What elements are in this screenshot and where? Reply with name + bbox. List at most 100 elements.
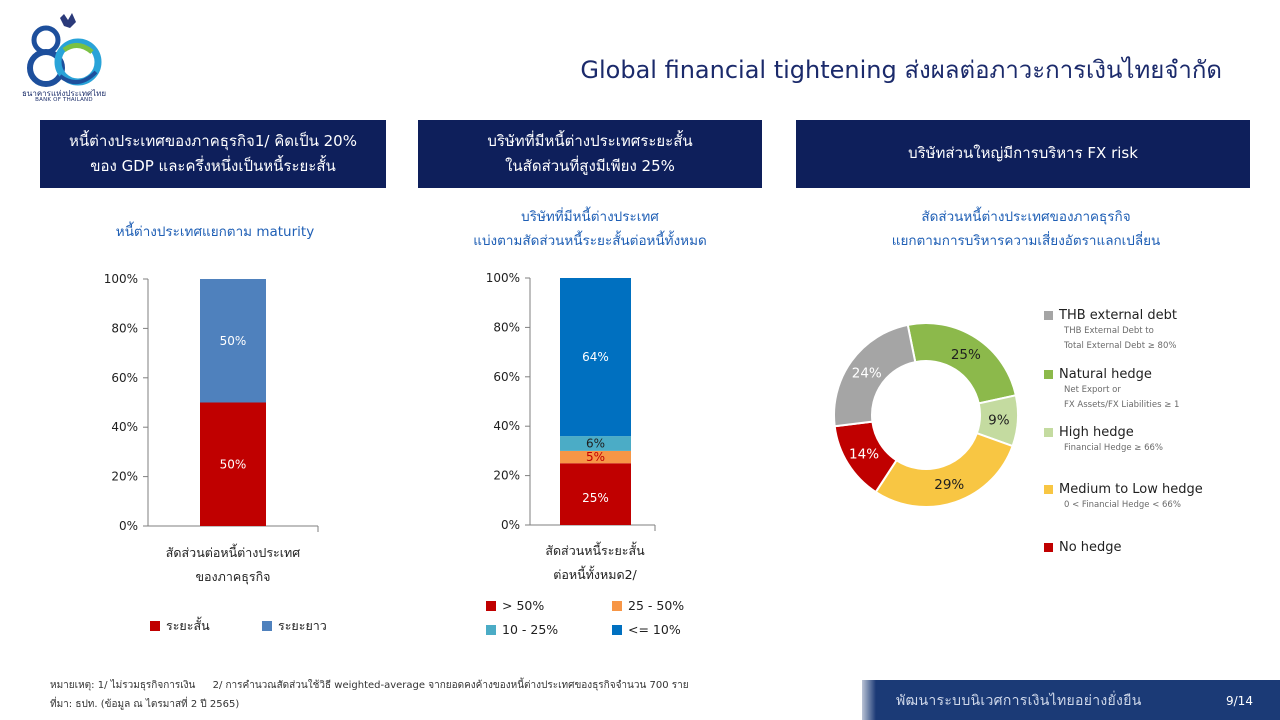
legend-item-le10: <= 10%	[612, 622, 681, 637]
donut-data-label: 25%	[951, 347, 981, 363]
chart1-subtitle: หนี้ต่างประเทศแยกตาม maturity	[60, 220, 370, 244]
bar-segment	[200, 279, 266, 403]
chart1-subtitle-line1: หนี้ต่างประเทศแยกตาม maturity	[115, 224, 315, 240]
chart2-subtitle-line2: แบ่งตามสัดส่วนหนี้ระยะสั้นต่อหนี้ทั้งหมด	[473, 233, 707, 250]
panel3-header: บริษัทส่วนใหญ่มีการบริหาร FX risk	[796, 120, 1250, 188]
logo-text-en: BANK OF THAILAND	[35, 97, 93, 104]
footer-slogan: พัฒนาระบบนิเวศการเงินไทยอย่างยั่งยืน	[896, 693, 1142, 709]
footnote: หมายเหตุ: 1/ ไม่รวมธุรกิจการเงิน 2/ การค…	[50, 676, 703, 714]
chart1-x-label-line2: ของภาคธุรกิจ	[195, 569, 270, 585]
fx-hedge-donut-chart: 25% 9% 29% 14% 24%	[833, 322, 1019, 508]
legend-label: Natural hedge	[1059, 367, 1152, 382]
legend-label: <= 10%	[628, 622, 681, 637]
legend-swatch	[1044, 543, 1053, 552]
legend-item-short-term: ระยะสั้น	[150, 616, 210, 636]
bar-data-label: 25%	[582, 491, 609, 505]
legend-label: 10 - 25%	[502, 622, 559, 637]
panel2-header-line1: บริษัทที่มีหนี้ต่างประเทศระยะสั้น	[487, 131, 693, 150]
legend-swatch	[150, 621, 160, 631]
legend-item-thb-external-debt: THB external debt THB External Debt to T…	[1044, 308, 1177, 354]
bar-data-label: 64%	[582, 350, 609, 364]
panel3-header-line1: บริษัทส่วนใหญ่มีการบริหาร FX risk	[908, 144, 1138, 163]
short-term-share-bar-chart: 0% 20% 40% 60% 80% 100% 25% 5%6% 64% สัดส่วนหนี…	[486, 271, 656, 582]
legend-swatch	[612, 624, 622, 635]
legend-swatch	[486, 600, 496, 611]
chart3-subtitle: สัดส่วนหนี้ต่างประเทศของภาคธุรกิจ แยกตาม…	[796, 205, 1256, 254]
legend-note: FX Assets/FX Liabilities ≥ 1	[1064, 399, 1180, 410]
y-tick-label: 100%	[104, 272, 138, 286]
page-title: Global financial tightening ส่งผลต่อภาวะ…	[580, 56, 1222, 84]
legend-item-medium-low-hedge: Medium to Low hedge 0 < Financial Hedge …	[1044, 482, 1203, 514]
legend-item-natural-hedge: Natural hedge Net Export or FX Assets/FX…	[1044, 367, 1179, 413]
legend-label: ระยะยาว	[278, 618, 327, 633]
footnote-note1: หมายเหตุ: 1/ ไม่รวมธุรกิจการเงิน	[50, 680, 196, 691]
legend-label: High hedge	[1059, 425, 1134, 440]
y-tick-label: 0%	[119, 519, 138, 533]
y-tick-label: 20%	[493, 469, 520, 483]
chart1-x-label-line1: สัดส่วนต่อหนี้ต่างประเทศ	[166, 543, 300, 560]
donut-slice	[874, 431, 1014, 508]
chart2-x-label-line2: ต่อหนี้ทั้งหมด2/	[553, 565, 637, 582]
legend-label: ระยะสั้น	[166, 618, 210, 633]
donut-data-label: 9%	[988, 413, 1010, 429]
donut-slice	[906, 322, 1018, 405]
y-tick-label: 100%	[486, 271, 520, 285]
legend-swatch	[1044, 311, 1053, 320]
y-tick-label: 80%	[493, 320, 520, 334]
legend-note: 0 < Financial Hedge < 66%	[1064, 500, 1181, 510]
legend-item-gt50: > 50%	[486, 598, 544, 613]
legend-swatch	[1044, 485, 1053, 494]
legend-label: 25 - 50%	[628, 598, 685, 613]
legend-swatch	[262, 621, 272, 631]
chart2-subtitle: บริษัทที่มีหนี้ต่างประเทศ แบ่งตามสัดส่วน…	[418, 205, 762, 254]
chart3-subtitle-line2: แยกตามการบริหารความเสี่ยงอัตราแลกเปลี่ยน	[891, 233, 1161, 250]
legend-item-25-50: 25 - 50%	[612, 598, 684, 613]
bar-segment	[560, 463, 631, 525]
panel1-header-line2: ของ GDP และครึ่งหนึ่งเป็นหนี้ระยะสั้น	[90, 157, 336, 175]
maturity-bar-chart: 0% 20% 40% 60% 80% 100% 50% 50% สัดส่วนต่อหนี้…	[104, 272, 319, 585]
panel2-header-line2: ในสัดส่วนที่สูงมีเพียง 25%	[505, 157, 675, 175]
legend-swatch	[1044, 428, 1053, 437]
bar-segment	[560, 278, 631, 437]
footer-bar-fade	[856, 680, 876, 720]
legend-label: > 50%	[502, 598, 545, 613]
panel1-header: หนี้ต่างประเทศของภาคธุรกิจ1/ คิดเป็น 20%…	[40, 120, 386, 188]
y-tick-label: 40%	[493, 419, 520, 433]
bar-data-label: 50%	[220, 457, 247, 471]
page-number: 9/14	[1226, 694, 1253, 708]
panel2-header: บริษัทที่มีหนี้ต่างประเทศระยะสั้น ในสัดส…	[418, 120, 762, 188]
legend-item-10-25: 10 - 25%	[486, 622, 558, 637]
bar-segment	[560, 436, 631, 451]
legend-note: THB External Debt to	[1064, 326, 1154, 336]
legend-note: Total External Debt ≥ 80%	[1064, 340, 1177, 351]
legend-item-no-hedge: No hedge	[1044, 540, 1122, 555]
donut-slice	[833, 323, 917, 428]
donut-data-label: 29%	[934, 477, 964, 493]
footnote-source: ที่มา: ธปท. (ข้อมูล ณ ไตรมาสที่ 2 ปี 256…	[50, 699, 240, 710]
legend-note: Financial Hedge ≥ 66%	[1064, 443, 1163, 453]
bar-segment	[560, 450, 631, 464]
donut-data-label: 24%	[852, 365, 882, 381]
y-tick-label: 60%	[493, 370, 520, 384]
legend-label: No hedge	[1059, 540, 1122, 555]
y-tick-label: 80%	[111, 321, 138, 335]
y-tick-label: 60%	[111, 371, 138, 385]
chart2-subtitle-line1: บริษัทที่มีหนี้ต่างประเทศ	[521, 209, 659, 225]
chart3-subtitle-line1: สัดส่วนหนี้ต่างประเทศของภาคธุรกิจ	[921, 209, 1131, 225]
y-tick-label: 0%	[501, 518, 520, 532]
legend-label: Medium to Low hedge	[1059, 482, 1203, 497]
legend-swatch	[612, 600, 622, 611]
panel1-header-line1: หนี้ต่างประเทศของภาคธุรกิจ1/ คิดเป็น 20%	[69, 131, 357, 150]
legend-item-long-term: ระยะยาว	[262, 616, 327, 636]
legend-note: Net Export or	[1064, 385, 1121, 395]
legend-swatch	[1044, 370, 1053, 379]
logo-text-th: ธนาคารแห่งประเทศไทย	[21, 89, 107, 98]
legend-swatch	[486, 624, 496, 635]
y-tick-label: 40%	[111, 420, 138, 434]
bot-80-logo	[27, 13, 102, 87]
donut-data-label: 14%	[849, 447, 879, 463]
legend-label: THB external debt	[1059, 308, 1177, 323]
bar-data-label: 5%	[586, 450, 605, 464]
footnote-note2: 2/ การคำนวณสัดส่วนใช้วิธี weighted-avera…	[212, 680, 689, 691]
footer-bar	[862, 680, 1280, 720]
